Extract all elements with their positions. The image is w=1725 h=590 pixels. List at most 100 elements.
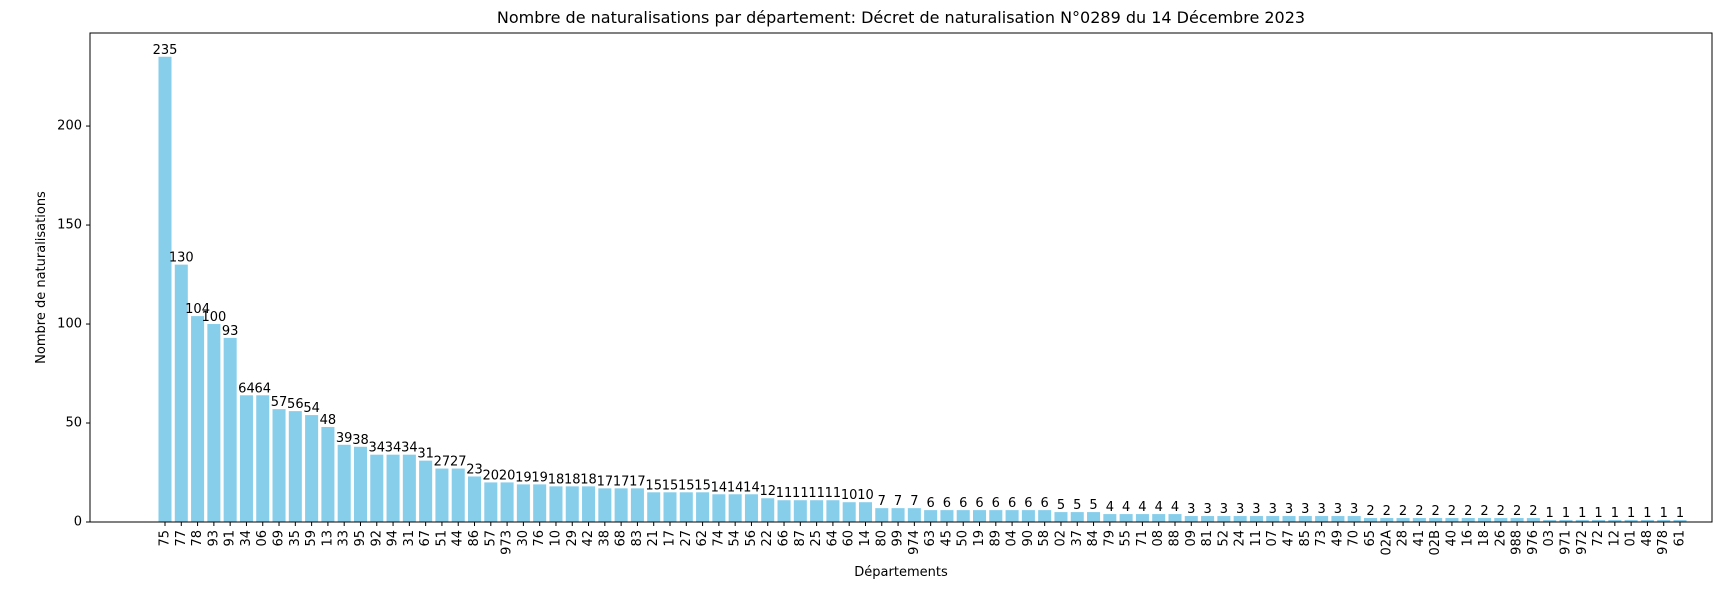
bar-51: [435, 468, 449, 522]
x-tick-label: 19: [972, 530, 987, 547]
x-tick-label: 971: [1558, 530, 1573, 555]
bar-08: [1152, 514, 1166, 522]
bar-value-label: 2: [1383, 504, 1391, 519]
x-tick-label: 73: [1314, 530, 1329, 547]
bar-value-label: 1: [1676, 506, 1684, 521]
x-tick-label: 02B: [1428, 530, 1443, 555]
bar-value-label: 17: [597, 474, 614, 489]
bar-value-label: 14: [711, 480, 728, 495]
x-tick-label: 34: [239, 530, 254, 547]
bar-91: [223, 337, 237, 522]
bar-value-label: 2: [1464, 504, 1472, 519]
bar-value-label: 10: [857, 488, 874, 503]
x-tick-label: 87: [793, 530, 808, 547]
bar-value-label: 1: [1594, 506, 1602, 521]
bar-78: [191, 316, 205, 522]
x-tick-label: 60: [842, 530, 857, 547]
bar-value-label: 130: [169, 251, 194, 266]
bar-77: [174, 264, 188, 522]
bar-value-label: 34: [369, 441, 386, 456]
bar-13: [321, 426, 335, 522]
x-tick-label: 68: [614, 530, 629, 547]
x-tick-label: 38: [597, 530, 612, 547]
bar-06: [256, 395, 270, 522]
bar-80: [875, 508, 889, 522]
bar-value-label: 100: [201, 310, 226, 325]
x-axis-label: Départements: [854, 565, 948, 580]
x-tick-label: 49: [1330, 530, 1345, 547]
x-tick-label: 37: [1070, 530, 1085, 547]
bar-value-label: 14: [727, 480, 744, 495]
x-tick-label: 55: [1119, 530, 1134, 547]
bar-50: [956, 510, 970, 522]
bar-90: [1021, 510, 1035, 522]
x-tick-label: 27: [679, 530, 694, 547]
x-tick-label: 78: [190, 530, 205, 547]
x-tick-label: 26: [1493, 530, 1508, 547]
x-tick-label: 41: [1412, 530, 1427, 547]
bar-72: [1592, 520, 1606, 522]
x-tick-label: 59: [304, 530, 319, 547]
x-tick-label: 51: [434, 530, 449, 547]
x-tick-label: 64: [825, 530, 840, 547]
x-tick-label: 42: [581, 530, 596, 547]
x-tick-label: 24: [1233, 530, 1248, 547]
x-tick-label: 99: [891, 530, 906, 547]
x-tick-label: 61: [1673, 530, 1688, 547]
bar-value-label: 6: [1024, 496, 1032, 511]
bar-41: [1412, 518, 1426, 522]
bar-value-label: 6: [1008, 496, 1016, 511]
bar-67: [419, 460, 433, 522]
bar-value-label: 235: [153, 43, 178, 58]
bar-value-label: 3: [1285, 502, 1293, 517]
bar-value-label: 64: [238, 381, 255, 396]
x-tick-label: 76: [532, 530, 547, 547]
bar-42: [582, 486, 596, 522]
x-tick-label: 88: [1168, 530, 1183, 547]
x-tick-label: 71: [1135, 530, 1150, 547]
bar-value-label: 38: [352, 433, 369, 448]
bar-value-label: 4: [1122, 500, 1130, 515]
bar-value-label: 14: [743, 480, 760, 495]
bar-87: [793, 500, 807, 522]
bar-70: [1347, 516, 1361, 522]
bar-value-label: 15: [645, 478, 662, 493]
x-tick-label: 17: [663, 530, 678, 547]
x-tick-label: 56: [744, 530, 759, 547]
plot-frame: [89, 32, 1713, 523]
bar-value-label: 1: [1643, 506, 1651, 521]
x-tick-label: 18: [1477, 530, 1492, 547]
bar-value-label: 54: [303, 401, 320, 416]
x-tick-label: 66: [777, 530, 792, 547]
bar-value-label: 7: [894, 494, 902, 509]
bar-55: [1119, 514, 1133, 522]
bar-79: [1103, 514, 1117, 522]
x-tick-label: 02A: [1379, 530, 1394, 556]
x-tick-label: 95: [353, 530, 368, 547]
bar-69: [272, 409, 286, 522]
x-tick-label: 74: [711, 530, 726, 547]
x-tick-label: 80: [874, 530, 889, 547]
x-tick-label: 93: [206, 530, 221, 547]
x-tick-label: 89: [988, 530, 1003, 547]
x-tick-label: 973: [500, 530, 515, 555]
x-tick-label: 09: [1184, 530, 1199, 547]
bar-value-label: 18: [580, 472, 597, 487]
bar-66: [777, 500, 791, 522]
bar-61: [1673, 520, 1687, 522]
x-tick-label: 31: [402, 530, 417, 547]
bar-value-label: 2: [1432, 504, 1440, 519]
bar-value-label: 19: [531, 470, 548, 485]
x-tick-label: 69: [272, 530, 287, 547]
bar-value-label: 15: [694, 478, 711, 493]
x-tick-label: 63: [923, 530, 938, 547]
bar-value-label: 4: [1138, 500, 1146, 515]
bar-value-label: 3: [1236, 502, 1244, 517]
x-tick-label: 57: [483, 530, 498, 547]
bar-974: [907, 508, 921, 522]
bar-value-label: 1: [1578, 506, 1586, 521]
bar-37: [1070, 512, 1084, 522]
x-tick-label: 01: [1624, 530, 1639, 547]
bar-34: [239, 395, 253, 522]
bar-value-label: 1: [1627, 506, 1635, 521]
